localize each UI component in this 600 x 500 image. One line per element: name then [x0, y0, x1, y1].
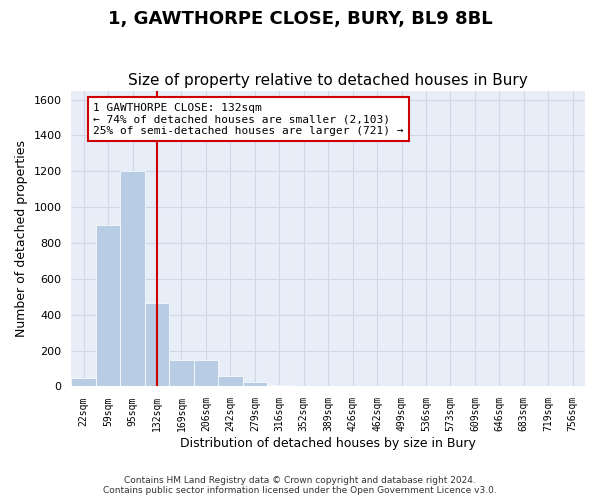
X-axis label: Distribution of detached houses by size in Bury: Distribution of detached houses by size … — [180, 437, 476, 450]
Bar — [121, 172, 145, 386]
Text: Contains HM Land Registry data © Crown copyright and database right 2024.
Contai: Contains HM Land Registry data © Crown c… — [103, 476, 497, 495]
Y-axis label: Number of detached properties: Number of detached properties — [15, 140, 28, 337]
Bar — [218, 376, 242, 386]
Bar — [96, 225, 121, 386]
Bar — [71, 378, 96, 386]
Bar — [169, 360, 194, 386]
Text: 1, GAWTHORPE CLOSE, BURY, BL9 8BL: 1, GAWTHORPE CLOSE, BURY, BL9 8BL — [107, 10, 493, 28]
Bar — [145, 303, 169, 386]
Text: 1 GAWTHORPE CLOSE: 132sqm
← 74% of detached houses are smaller (2,103)
25% of se: 1 GAWTHORPE CLOSE: 132sqm ← 74% of detac… — [94, 102, 404, 136]
Title: Size of property relative to detached houses in Bury: Size of property relative to detached ho… — [128, 73, 528, 88]
Bar — [267, 384, 292, 386]
Bar — [242, 382, 267, 386]
Bar — [194, 360, 218, 386]
